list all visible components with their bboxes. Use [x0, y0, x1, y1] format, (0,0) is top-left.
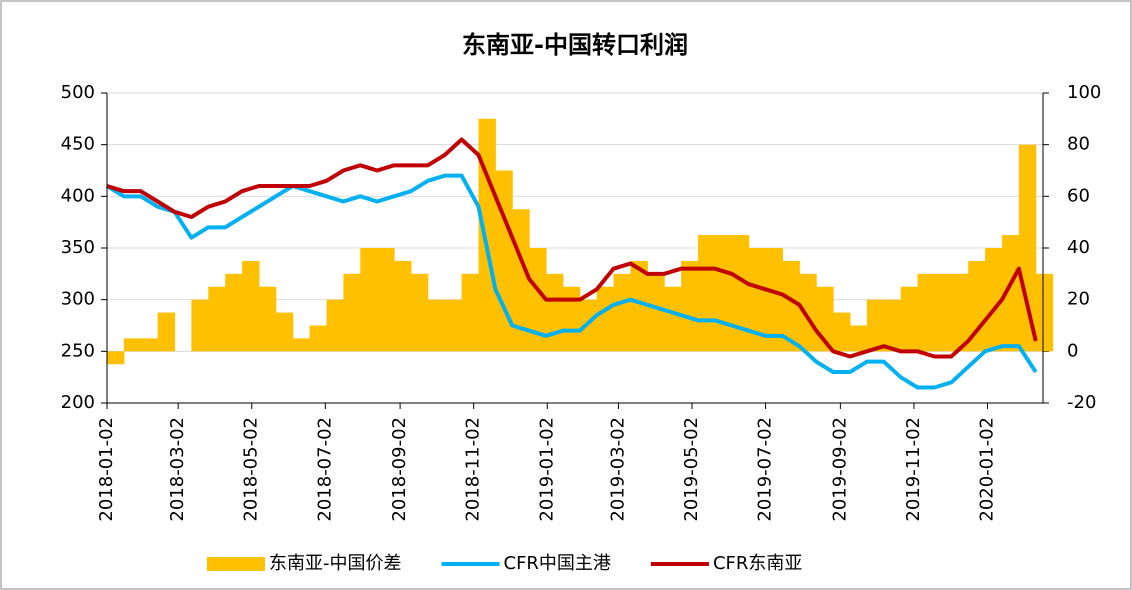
bar: [309, 325, 328, 352]
bar: [765, 248, 783, 352]
y-tick-label: 500: [61, 82, 95, 103]
x-tick-label: 2019-05-02: [681, 417, 702, 522]
legend-label: CFR中国主港: [504, 553, 611, 574]
bar: [579, 299, 598, 352]
bar: [647, 273, 665, 352]
bar: [1018, 144, 1037, 352]
bar: [714, 235, 733, 352]
x-tick-label: 2019-11-02: [903, 417, 924, 522]
x-tick-label: 2020-01-02: [977, 417, 998, 522]
bar: [562, 286, 581, 352]
bar: [225, 273, 243, 352]
x-tick-label: 2018-09-02: [389, 417, 410, 522]
bar: [394, 260, 412, 352]
y2-tick-label: -20: [1067, 392, 1096, 413]
y-tick-label: 200: [61, 392, 95, 413]
y2-tick-label: 40: [1067, 237, 1090, 258]
legend-label: CFR东南亚: [713, 553, 802, 574]
x-tick-label: 2019-09-02: [829, 417, 850, 522]
y2-tick-label: 100: [1067, 82, 1101, 103]
x-tick-label: 2018-07-02: [314, 417, 335, 522]
y-tick-label: 450: [61, 134, 95, 155]
bar: [968, 260, 986, 352]
x-tick-label: 2018-11-02: [463, 417, 484, 522]
bar: [242, 260, 260, 352]
y2-tick-label: 20: [1067, 289, 1090, 310]
bar: [258, 286, 277, 352]
bar: [292, 338, 311, 352]
legend-swatch: [207, 557, 265, 571]
bar: [377, 248, 395, 352]
y-tick-label: 300: [61, 289, 95, 310]
bar: [630, 260, 648, 352]
bar: [123, 338, 142, 352]
bar: [731, 235, 750, 352]
bar: [343, 273, 361, 352]
bar: [596, 286, 615, 352]
bar: [698, 235, 716, 352]
bar: [681, 260, 699, 352]
bar: [1001, 235, 1020, 352]
bar: [883, 299, 902, 352]
bar: [410, 273, 429, 352]
bar: [140, 338, 159, 352]
x-tick-label: 2019-07-02: [755, 417, 776, 522]
x-tick-label: 2019-03-02: [607, 417, 628, 522]
bar: [275, 312, 294, 352]
y2-tick-label: 80: [1067, 134, 1090, 155]
y-tick-label: 250: [61, 340, 95, 361]
bar: [613, 273, 631, 352]
bar: [748, 248, 767, 352]
bar: [360, 248, 378, 352]
bar: [1035, 273, 1054, 352]
chart-title: 东南亚-中国转口利润: [462, 31, 688, 59]
legend-label: 东南亚-中国价差: [269, 553, 402, 574]
bar: [191, 299, 209, 352]
bar: [157, 312, 176, 352]
bar: [546, 273, 564, 352]
y2-tick-label: 60: [1067, 185, 1090, 206]
y-tick-label: 350: [61, 237, 95, 258]
bar: [529, 248, 547, 352]
bar: [934, 273, 952, 352]
bar: [461, 273, 480, 352]
x-tick-label: 2018-03-02: [167, 417, 188, 522]
x-tick-label: 2018-01-02: [96, 417, 117, 522]
bar: [985, 248, 1003, 352]
line: [106, 137, 1038, 359]
y-tick-label: 400: [61, 185, 95, 206]
y2-tick-label: 0: [1067, 340, 1078, 361]
x-tick-label: 2019-01-02: [536, 417, 557, 522]
bar: [208, 286, 226, 352]
bar: [917, 273, 935, 352]
bar: [866, 299, 885, 352]
bar: [495, 170, 513, 352]
x-tick-label: 2018-05-02: [241, 417, 262, 522]
bar: [951, 273, 969, 352]
bar: [799, 273, 817, 352]
bar: [664, 286, 682, 352]
bar: [900, 286, 919, 352]
bar: [850, 325, 868, 352]
bar: [478, 118, 496, 352]
line: [105, 173, 1038, 390]
bar: [833, 312, 851, 352]
bar: [107, 351, 125, 365]
bar: [444, 299, 463, 352]
bar: [782, 260, 800, 352]
bar: [326, 299, 344, 352]
bar: [427, 299, 446, 352]
